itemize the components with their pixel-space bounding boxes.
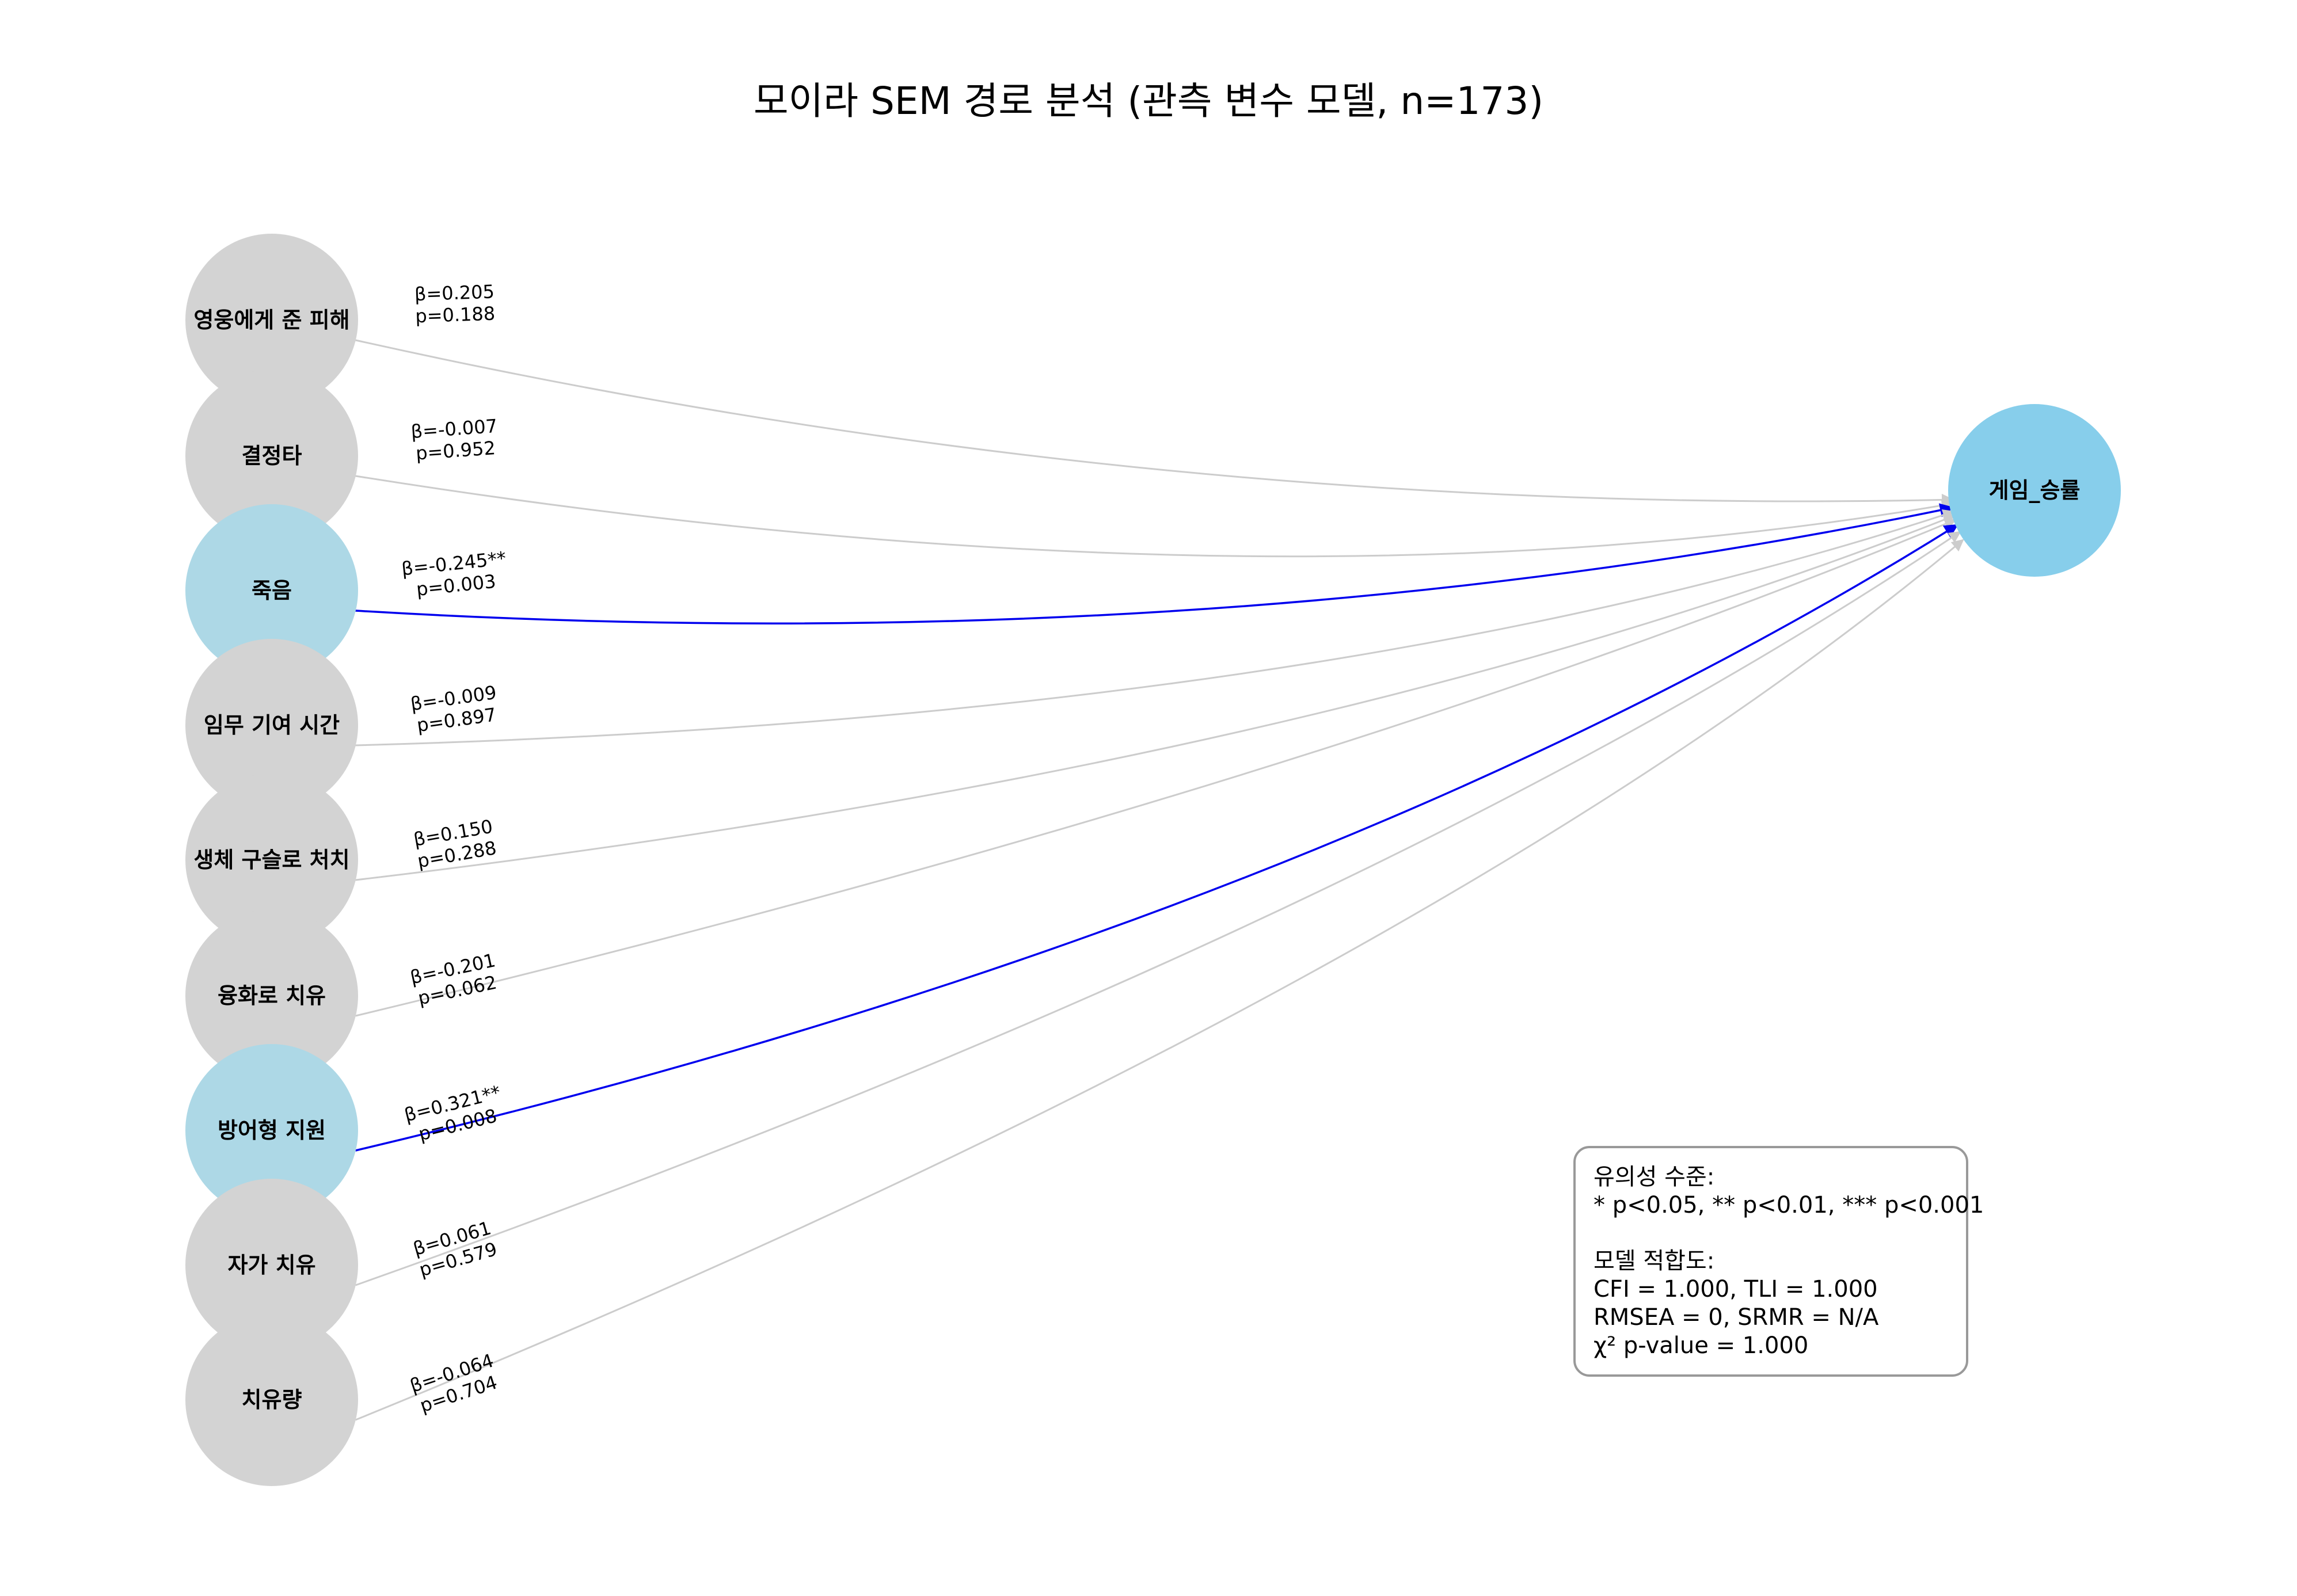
predictor-node-label: 치유량 bbox=[242, 1387, 302, 1412]
predictor-node-circle bbox=[185, 909, 358, 1082]
p-value-label: p=0.188 bbox=[415, 303, 496, 327]
target-node: 게임_승률 bbox=[1948, 404, 2121, 577]
predictor-node-label: 융화로 치유 bbox=[218, 983, 326, 1008]
path-coefficient-label: β=-0.245**p=0.003 bbox=[401, 547, 507, 600]
path-edge bbox=[355, 475, 1954, 558]
legend-fit-chi2: χ² p-value = 1.000 bbox=[1594, 1332, 1808, 1359]
path-edges bbox=[355, 339, 1964, 1421]
path-edge bbox=[355, 503, 1954, 624]
predictor-node-label: 생체 구슬로 처치 bbox=[193, 847, 349, 873]
predictor-node-circle bbox=[185, 504, 358, 677]
predictor-node-circle bbox=[185, 1179, 358, 1351]
predictor-node: 생체 구슬로 처치 bbox=[185, 774, 358, 946]
legend-significance-title: 유의성 수준: bbox=[1594, 1164, 1714, 1190]
predictor-node: 방어형 지원 bbox=[185, 1044, 358, 1217]
path-edge bbox=[355, 524, 1959, 1152]
path-edge bbox=[355, 539, 1964, 1421]
target-node-circle bbox=[1948, 404, 2121, 577]
legend-fit-title: 모델 적합도: bbox=[1594, 1248, 1714, 1274]
path-edge bbox=[355, 531, 1961, 1286]
predictor-node-circle bbox=[185, 1044, 358, 1217]
predictor-node-circle bbox=[185, 234, 358, 406]
predictor-node-label: 임무 기여 시간 bbox=[204, 713, 340, 738]
predictor-node: 결정타 bbox=[185, 370, 358, 542]
path-edge bbox=[355, 339, 1954, 506]
predictor-node-circle bbox=[185, 774, 358, 946]
predictor-node: 자가 치유 bbox=[185, 1179, 358, 1351]
diagram-title: 모이라 SEM 경로 분석 (관측 변수 모델, n=173) bbox=[754, 79, 1543, 123]
target-node-label: 게임_승률 bbox=[1989, 478, 2081, 503]
path-edge bbox=[355, 509, 1955, 746]
legend-significance-levels: * p<0.05, ** p<0.01, *** p<0.001 bbox=[1594, 1192, 1984, 1218]
path-coefficient-label: β=0.321**p=0.008 bbox=[402, 1081, 503, 1145]
predictor-node: 임무 기여 시간 bbox=[185, 639, 358, 812]
predictor-node-label: 방어형 지원 bbox=[218, 1118, 326, 1143]
predictor-node: 치유량 bbox=[185, 1313, 358, 1486]
predictor-node-label: 자가 치유 bbox=[227, 1252, 315, 1278]
beta-label: β=0.205 bbox=[414, 281, 495, 306]
predictor-node: 죽음 bbox=[185, 504, 358, 677]
legend-fit-rmsea-srmr: RMSEA = 0, SRMR = N/A bbox=[1594, 1304, 1879, 1331]
predictor-node-circle bbox=[185, 1313, 358, 1486]
legend-box: 유의성 수준: * p<0.05, ** p<0.01, *** p<0.001… bbox=[1573, 1146, 1984, 1377]
predictor-node-label: 결정타 bbox=[242, 443, 302, 468]
predictor-node-circle bbox=[185, 639, 358, 812]
predictor-node-label: 죽음 bbox=[252, 578, 292, 603]
legend-frame bbox=[1573, 1146, 1968, 1377]
predictor-node: 영웅에게 준 피해 bbox=[185, 234, 358, 406]
legend-fit-cfi-tli: CFI = 1.000, TLI = 1.000 bbox=[1594, 1276, 1878, 1302]
predictor-node-circle bbox=[185, 370, 358, 542]
path-edge bbox=[355, 514, 1956, 881]
path-edge bbox=[355, 518, 1957, 1017]
predictor-node-label: 영웅에게 준 피해 bbox=[193, 307, 349, 333]
predictor-node: 융화로 치유 bbox=[185, 909, 358, 1082]
